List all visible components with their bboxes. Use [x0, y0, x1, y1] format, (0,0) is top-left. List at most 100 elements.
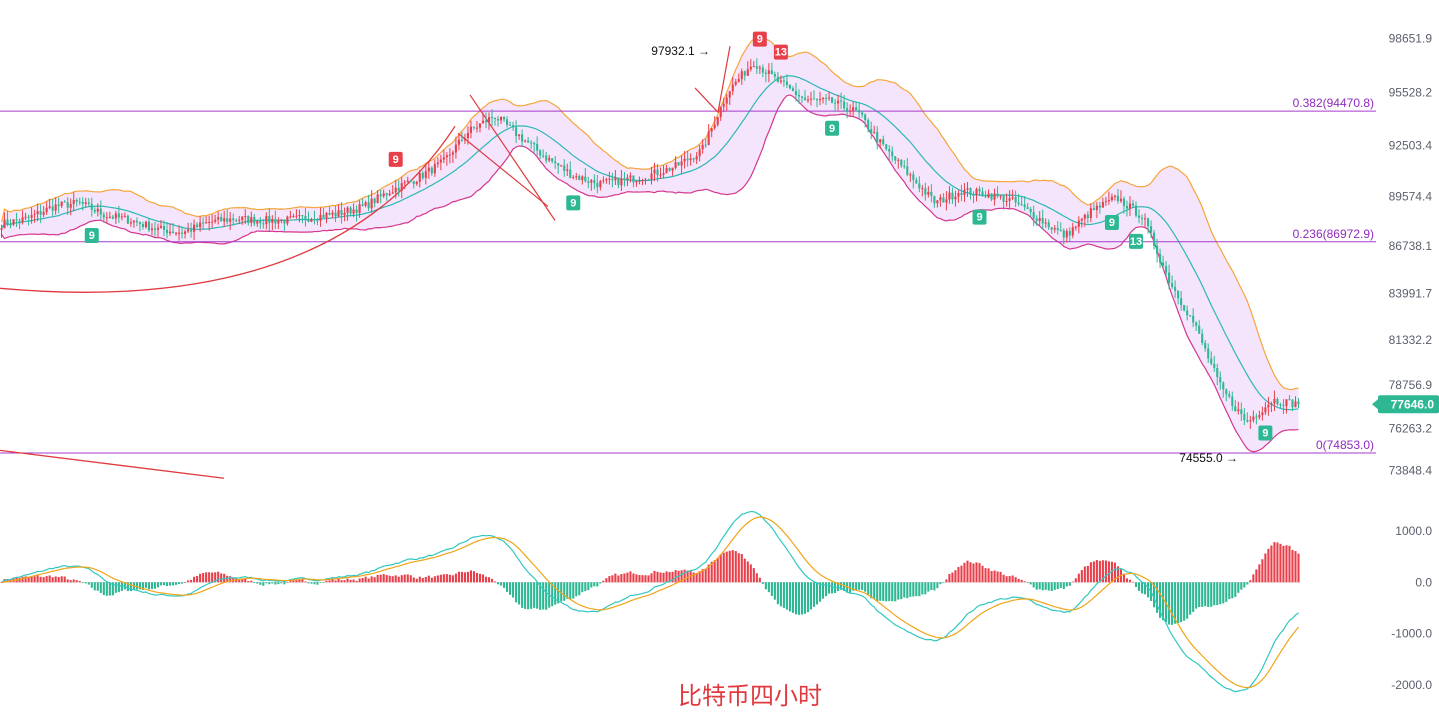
macd-histogram-bar	[1116, 566, 1119, 583]
candle-body	[695, 156, 698, 160]
macd-histogram-bar	[487, 577, 491, 583]
macd-histogram-bar	[761, 582, 764, 584]
macd-histogram-bar	[361, 577, 364, 583]
macd-histogram-bar	[1098, 560, 1101, 583]
macd-histogram-bar	[984, 568, 987, 583]
macd-histogram-bar	[162, 582, 166, 586]
candle-body	[551, 158, 554, 162]
macd-histogram-bar	[1056, 582, 1059, 590]
macd-histogram-bar	[996, 571, 999, 583]
price-tick-0: 98651.9	[1389, 31, 1433, 45]
candle-body	[668, 167, 671, 171]
candle-body	[30, 215, 33, 218]
candle-body	[1026, 207, 1029, 209]
macd-histogram-bar	[903, 582, 906, 598]
candle-body	[1180, 298, 1183, 306]
candle-body	[502, 116, 506, 120]
candle-body	[1008, 198, 1011, 201]
candle-body	[96, 208, 99, 212]
macd-histogram-bar	[939, 582, 942, 585]
macd-histogram-bar	[385, 575, 388, 583]
td-marker-3	[752, 31, 767, 47]
price-tick-5: 83991.7	[1389, 287, 1433, 301]
candle-body	[153, 228, 157, 230]
candle-body	[397, 187, 400, 191]
macd-histogram-bar	[238, 579, 241, 583]
price-annotations: 97932.1 → 74555.0 →	[651, 44, 1238, 465]
macd-histogram-bar	[340, 580, 343, 583]
macd-histogram-bar	[1222, 582, 1225, 604]
macd-histogram-bar	[412, 577, 415, 583]
macd-histogram-bar	[855, 582, 858, 590]
candle-body	[337, 210, 340, 217]
candle-body	[1258, 415, 1261, 418]
macd-histogram-bar	[602, 580, 605, 583]
macd-histogram-bar	[635, 574, 638, 583]
macd-histogram-bar	[746, 561, 749, 583]
candle-body	[499, 116, 503, 121]
candle-body	[54, 204, 57, 211]
macd-histogram-bar	[665, 571, 668, 583]
candle-body	[69, 203, 72, 208]
candle-body	[1086, 214, 1089, 219]
td-marker-9	[1258, 425, 1273, 441]
macd-histogram-bar	[617, 575, 620, 583]
candle-body	[1113, 195, 1116, 197]
candle-body	[1291, 399, 1294, 408]
candle-body	[831, 97, 834, 103]
candle-body	[1168, 272, 1171, 284]
macd-histogram-bar	[370, 576, 373, 583]
candle-body	[403, 182, 406, 184]
macd-histogram-bar	[466, 571, 469, 583]
candle-body	[599, 181, 602, 188]
macd-histogram-bar	[493, 581, 497, 583]
candle-body	[1137, 215, 1141, 218]
candle-body	[1246, 420, 1249, 422]
macd-histogram-bar	[388, 575, 391, 583]
macd-histogram-bar	[433, 576, 436, 583]
macd-histogram-bar	[653, 570, 656, 583]
candle-body	[193, 224, 196, 232]
candle-body	[927, 191, 930, 195]
macd-histogram-bar	[1237, 582, 1240, 593]
candle-body	[1134, 205, 1138, 216]
macd-histogram-bar	[1038, 582, 1041, 590]
macd-histogram-bar	[289, 580, 292, 583]
candle-body	[3, 219, 6, 229]
macd-histogram-bar	[710, 561, 713, 583]
candle-body	[981, 191, 984, 197]
candle-body	[265, 216, 268, 225]
candle-body	[876, 132, 879, 143]
candle-body	[521, 134, 524, 142]
macd-histogram-bar	[909, 582, 912, 597]
macd-histogram-bar	[545, 582, 548, 610]
candle-body	[250, 216, 253, 223]
macd-histogram-bar	[244, 578, 247, 583]
macd-histogram-bar	[837, 582, 840, 592]
macd-histogram-bar	[99, 582, 102, 593]
candle-body	[1279, 403, 1282, 406]
candle-body	[779, 80, 782, 82]
candle-body	[63, 201, 66, 203]
candle-body	[725, 97, 728, 104]
candle-body	[701, 144, 704, 150]
macd-histogram-bar	[60, 576, 63, 583]
macd-histogram-bar	[692, 572, 695, 583]
macd-histogram-bar	[539, 582, 542, 610]
candle-body	[271, 219, 274, 223]
macd-histogram-bar	[812, 582, 816, 607]
candle-body	[214, 219, 217, 222]
candle-body	[659, 174, 662, 176]
macd-histogram-bar	[779, 582, 782, 607]
candle-body	[644, 179, 647, 181]
candle-body	[933, 195, 936, 204]
candle-body	[244, 216, 247, 218]
macd-histogram-bar	[373, 577, 376, 583]
macd-histogram-bar	[1131, 581, 1135, 583]
candle-body	[800, 96, 804, 98]
candle-body	[728, 91, 731, 98]
candle-body	[1047, 222, 1050, 228]
candle-body	[686, 158, 689, 161]
candle-body	[566, 169, 569, 171]
